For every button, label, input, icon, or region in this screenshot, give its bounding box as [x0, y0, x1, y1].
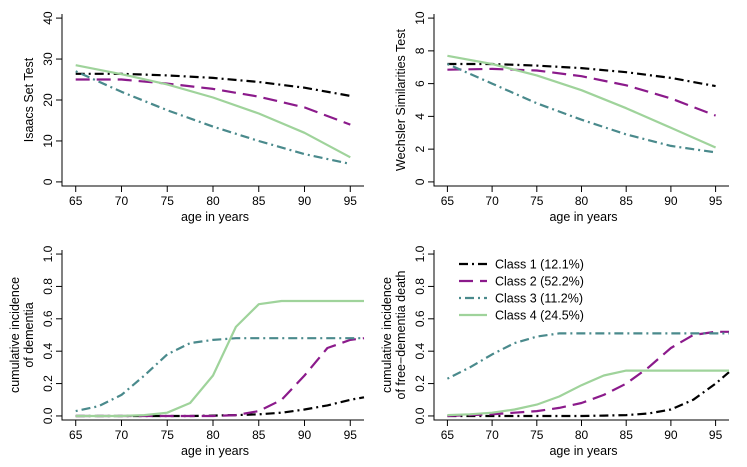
y-axis-title: of dementia: [22, 302, 36, 367]
y-tick-label: 0.8: [413, 278, 427, 295]
series-line-class-1: [75, 396, 365, 418]
x-tick-label: 85: [620, 428, 634, 442]
x-tick-label: 90: [298, 428, 312, 442]
series-line-class-4: [75, 64, 351, 159]
x-tick-label: 90: [298, 194, 312, 208]
y-tick-label: 0.6: [41, 310, 55, 327]
series-line-class-2: [447, 330, 729, 418]
x-tick-label: 75: [530, 194, 544, 208]
y-tick-label: 0.6: [413, 310, 427, 327]
x-tick-label: 85: [252, 428, 266, 442]
series-line-class-2: [75, 78, 351, 126]
x-tick-label: 95: [709, 194, 723, 208]
y-tick-label: 0.8: [41, 278, 55, 295]
y-tick-label: 1.0: [413, 245, 427, 262]
legend-label-class-1: Class 1 (12.1%): [495, 258, 584, 272]
y-axis-title: of free−dementia death: [394, 271, 408, 400]
series-line-class-2: [447, 67, 716, 117]
x-tick-label: 70: [115, 428, 129, 442]
x-tick-label: 85: [252, 194, 266, 208]
series-line-class-3: [75, 70, 351, 165]
x-tick-label: 75: [161, 428, 175, 442]
x-tick-label: 65: [441, 428, 455, 442]
x-tick-label: 65: [69, 194, 83, 208]
x-tick-label: 70: [485, 194, 499, 208]
series-line-class-1: [75, 72, 351, 97]
legend: Class 1 (12.1%) Class 2 (52.2%) Class 3 (1…: [459, 258, 584, 323]
x-axis-title: age in years: [181, 210, 249, 224]
y-tick-label: 0.0: [41, 407, 55, 424]
x-tick-label: 80: [575, 194, 589, 208]
y-tick-label: 6: [413, 80, 427, 87]
x-axis-title: age in years: [549, 444, 617, 458]
series-line-class-3: [75, 337, 364, 413]
chart-panel-wechsler: 65 70 75 80 85 90 95 0 2 4 6 8 10 age in years Wechsle…: [394, 11, 729, 224]
y-tick-label: 8: [413, 47, 427, 54]
y-tick-label: 20: [41, 93, 55, 107]
x-axis-title: age in years: [549, 210, 617, 224]
x-axis-title: age in years: [181, 444, 249, 458]
x-tick-label: 75: [530, 428, 544, 442]
legend-label-class-4: Class 4 (24.5%): [495, 309, 584, 323]
y-tick-label: 40: [41, 11, 55, 25]
y-tick-label: 0.2: [41, 375, 55, 392]
series-line-class-4: [447, 54, 717, 149]
y-tick-label: 30: [41, 52, 55, 66]
legend-label-class-3: Class 3 (11.2%): [495, 292, 583, 306]
x-tick-label: 95: [344, 428, 358, 442]
x-tick-label: 80: [206, 428, 220, 442]
y-tick-label: 0.4: [413, 343, 427, 360]
series-line-class-3: [446, 62, 716, 154]
y-tick-label: 0.2: [413, 375, 427, 392]
series-line-class-4: [75, 299, 364, 418]
x-tick-label: 95: [709, 428, 723, 442]
x-tick-label: 90: [664, 194, 678, 208]
x-tick-label: 65: [69, 428, 83, 442]
x-tick-label: 70: [115, 194, 129, 208]
x-tick-label: 95: [344, 194, 358, 208]
x-tick-label: 85: [620, 194, 634, 208]
y-tick-label: 4: [413, 113, 427, 120]
y-tick-label: 0: [41, 178, 55, 185]
y-axis-title: Isaacs Set Test: [22, 57, 36, 142]
y-axis-title: cumulative incidence: [8, 277, 22, 393]
legend-label-class-2: Class 2 (52.2%): [495, 275, 584, 289]
series-line-class-1: [447, 371, 730, 418]
y-tick-label: 0: [413, 178, 427, 185]
y-axis-title: cumulative incidence: [380, 277, 394, 393]
x-tick-label: 70: [485, 428, 499, 442]
y-tick-label: 10: [41, 134, 55, 148]
chart-panel-death: 65 70 75 80 85 90 95 0.0 0.2 0.4 0.6 0.8 1.0 age in y…: [380, 245, 730, 458]
y-tick-label: 0.4: [41, 343, 55, 360]
x-tick-label: 80: [206, 194, 220, 208]
series-line-class-2: [75, 337, 365, 418]
chart-panel-isaacs: 65 70 75 80 85 90 95 0 10 20 30 40 age in years Isaac…: [22, 11, 364, 224]
series-line-class-4: [447, 369, 729, 417]
x-tick-label: 80: [575, 428, 589, 442]
series-line-class-3: [446, 332, 729, 380]
y-tick-label: 1.0: [41, 245, 55, 262]
x-tick-label: 75: [161, 194, 175, 208]
y-tick-label: 10: [413, 11, 427, 25]
y-tick-label: 0.0: [413, 407, 427, 424]
x-tick-label: 90: [664, 428, 678, 442]
chart-panel-dementia: 65 70 75 80 85 90 95 0.0 0.2 0.4 0.6 0.8 1.0 age in y…: [8, 245, 365, 458]
x-tick-label: 65: [441, 194, 455, 208]
y-axis-title: Wechsler Similarities Test: [394, 29, 408, 171]
y-tick-label: 2: [413, 145, 427, 152]
